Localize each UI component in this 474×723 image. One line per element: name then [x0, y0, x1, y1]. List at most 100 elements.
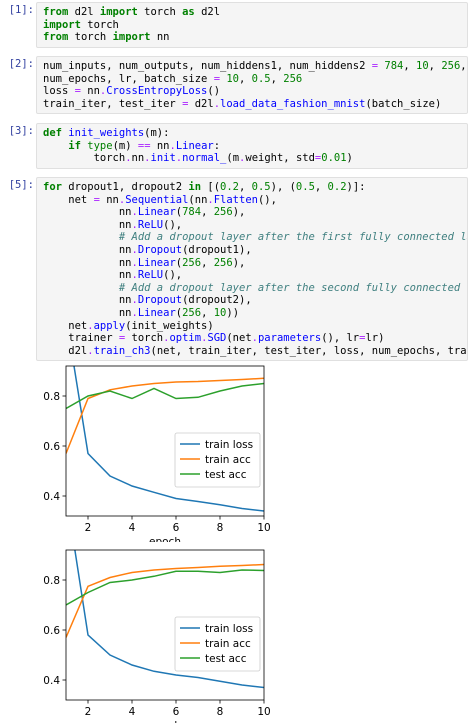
code-token: Dropout	[137, 243, 183, 256]
series-line-test-acc	[66, 382, 264, 410]
x-axis-label: epoch	[149, 536, 181, 542]
code-token: ,	[201, 206, 214, 219]
legend-label: train loss	[205, 623, 253, 635]
code-token: =	[93, 193, 100, 206]
code-token: (),	[163, 218, 183, 231]
x-axis-label: epoch	[149, 720, 181, 723]
code-line: nn.Dropout(dropout2),	[43, 294, 461, 307]
code-token: 0.2	[220, 181, 239, 193]
code-token: parameters	[257, 332, 322, 345]
code-token: weight, std	[245, 152, 315, 165]
code-line: nn.ReLU(),	[43, 219, 461, 232]
code-token: (m):	[144, 127, 170, 139]
code-token: 256	[213, 206, 233, 219]
code-token: (	[175, 256, 183, 269]
code-editor[interactable]: for dropout1, dropout2 in [(0.2, 0.5), (…	[36, 177, 468, 362]
code-token: 0.5	[251, 72, 271, 85]
code-token: Linear	[137, 206, 176, 219]
code-line: from torch import nn	[43, 31, 461, 44]
code-token: import	[99, 6, 138, 18]
y-tick-label: 0.6	[43, 625, 60, 637]
code-token: normal_	[182, 152, 227, 165]
x-tick-label: 4	[129, 706, 136, 718]
code-token: ReLU	[137, 269, 164, 282]
code-token: d2l	[188, 97, 214, 110]
cell-prompt: [2]:	[8, 58, 34, 70]
code-token: 784	[384, 60, 404, 72]
code-token: trainer	[43, 332, 119, 345]
code-token: ,	[239, 72, 252, 85]
code-token: Linear	[137, 306, 176, 319]
code-line: loss = nn.CrossEntropyLoss()	[43, 85, 461, 98]
series-line-test-acc	[66, 569, 264, 606]
code-token: 784	[182, 206, 202, 219]
code-token: =	[182, 97, 189, 110]
code-token: nn	[43, 269, 132, 282]
code-token: (net	[226, 332, 252, 345]
code-token: dropout1, dropout2	[61, 181, 189, 193]
series-line-train-loss	[73, 366, 264, 512]
code-token: Linear	[137, 256, 176, 269]
code-token: SGD	[207, 332, 227, 345]
code-token: ,	[201, 306, 214, 319]
code-editor[interactable]: num_inputs, num_outputs, num_hiddens1, n…	[36, 56, 468, 115]
code-token: ,	[270, 72, 284, 85]
code-token: for	[43, 181, 62, 193]
code-token: (m)	[112, 139, 138, 152]
code-token: .	[131, 206, 138, 219]
code-token: net	[43, 319, 88, 332]
code-token: ),	[232, 256, 246, 269]
code-token: 256	[441, 60, 461, 72]
code-token	[43, 282, 119, 294]
code-token: 256	[182, 306, 202, 319]
code-token: nn	[43, 218, 132, 231]
code-token: init	[150, 152, 176, 165]
code-token: num_inputs, num_outputs, num_hiddens1, n…	[43, 60, 372, 72]
x-tick-label: 2	[85, 706, 92, 718]
code-token: as	[182, 6, 195, 18]
code-token: nn	[43, 206, 132, 219]
code-token: .	[131, 306, 138, 319]
training-plot-2: 2 4 6 8 10 0.4 0.6 0.8 epoch train loss train acc t…	[43, 549, 271, 723]
code-editor[interactable]: from d2l import torch as d2l import torch…	[36, 2, 468, 48]
code-token: (	[175, 206, 183, 219]
code-token: init_weights	[68, 127, 145, 139]
x-tick-label: 10	[257, 522, 270, 534]
code-token: 0.5	[295, 181, 315, 193]
code-line: num_inputs, num_outputs, num_hiddens1, n…	[43, 60, 467, 73]
code-token: Linear	[175, 139, 214, 152]
code-token: )	[346, 152, 353, 165]
legend-label: train loss	[205, 439, 253, 451]
code-token: Flatten	[213, 193, 258, 206]
code-line: for dropout1, dropout2 in [(0.2, 0.5), (…	[43, 181, 461, 194]
code-token: .	[131, 269, 138, 282]
code-token: 0.01	[321, 152, 347, 165]
training-plot-1: 2 4 6 8 10 0.4 0.6 0.8 epoch train loss train acc t…	[43, 365, 271, 542]
code-line: net.apply(init_weights)	[43, 320, 461, 333]
code-token: (net, train_iter, test_iter, loss, num_e…	[150, 344, 468, 357]
code-token: nn	[99, 193, 119, 206]
code-token: =	[213, 72, 221, 85]
code-token: .	[131, 256, 138, 269]
code-token: ))	[226, 306, 240, 319]
code-token: (batch_size)	[365, 97, 442, 110]
code-token: )]:	[346, 181, 366, 193]
code-token: ,	[201, 256, 214, 269]
code-token: .	[87, 319, 94, 332]
cell-prompt: [1]:	[8, 4, 34, 16]
code-token: ),	[232, 206, 246, 219]
code-token: .	[118, 193, 126, 206]
code-editor[interactable]: def init_weights(m): if type(m) == nn.Li…	[36, 123, 468, 169]
code-line: train_iter, test_iter = d2l.load_data_fa…	[43, 98, 461, 111]
code-token: torch	[125, 332, 164, 345]
code-token: (),	[163, 269, 183, 282]
code-line: trainer = torch.optim.SGD(net.parameters…	[43, 332, 461, 345]
code-token: train_ch3	[93, 344, 151, 357]
code-token: d2l	[43, 344, 88, 357]
code-token: 256	[182, 256, 202, 269]
code-token	[43, 140, 68, 152]
code-token: :	[213, 139, 221, 152]
code-token: nn	[150, 139, 170, 152]
code-token: in	[188, 181, 202, 193]
x-tick-label: 6	[173, 706, 180, 718]
